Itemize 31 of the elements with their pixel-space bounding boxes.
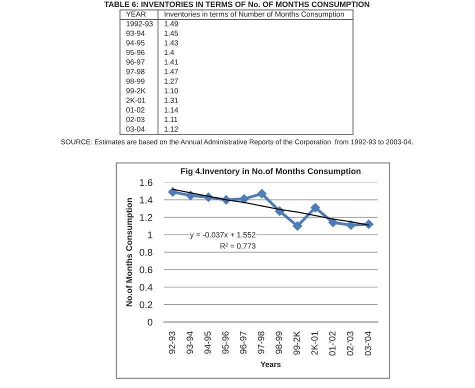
x-tick-label: 97-98 — [258, 331, 264, 354]
x-tick-label: 99-2K — [294, 331, 300, 355]
y-tick-label: 1.2 — [140, 214, 152, 221]
y-tick-label: 0.8 — [140, 248, 152, 256]
point — [168, 187, 178, 197]
y-tick-label: 0.2 — [140, 301, 152, 308]
point — [257, 189, 266, 198]
point — [292, 221, 302, 231]
point — [186, 190, 196, 200]
y-tick-label: 0.4 — [140, 284, 152, 291]
y-tick-label: 0.6 — [140, 266, 152, 274]
x-tick-label: 2K-01 — [311, 332, 318, 355]
chart-title: Fig 4.Inventory in No.of Months Consumption — [181, 168, 361, 176]
y-tick-label: 1.4 — [140, 196, 152, 204]
x-tick-label: 92-93 — [168, 331, 176, 354]
x-tick-label: 98-99 — [276, 331, 282, 354]
y-tick-label: 1.6 — [140, 179, 152, 186]
x-tick-label: 93-94 — [186, 331, 194, 354]
x-tick-label: 03-'04 — [364, 331, 372, 356]
x-tick-label: 95-96 — [222, 331, 229, 354]
y-tick-label: 0 — [148, 318, 152, 326]
x-tick-label: 02-'03 — [346, 331, 354, 356]
y-axis-title: No.of Months Consumption — [126, 198, 134, 306]
x-tick-label: 01-'02 — [329, 332, 336, 356]
y-tick-label: 1 — [148, 232, 152, 238]
point — [239, 194, 249, 204]
point — [310, 203, 320, 212]
x-tick-label: 94-95 — [204, 331, 211, 354]
point — [328, 218, 338, 228]
x-tick-label: 96-97 — [240, 332, 246, 354]
point — [346, 220, 356, 230]
